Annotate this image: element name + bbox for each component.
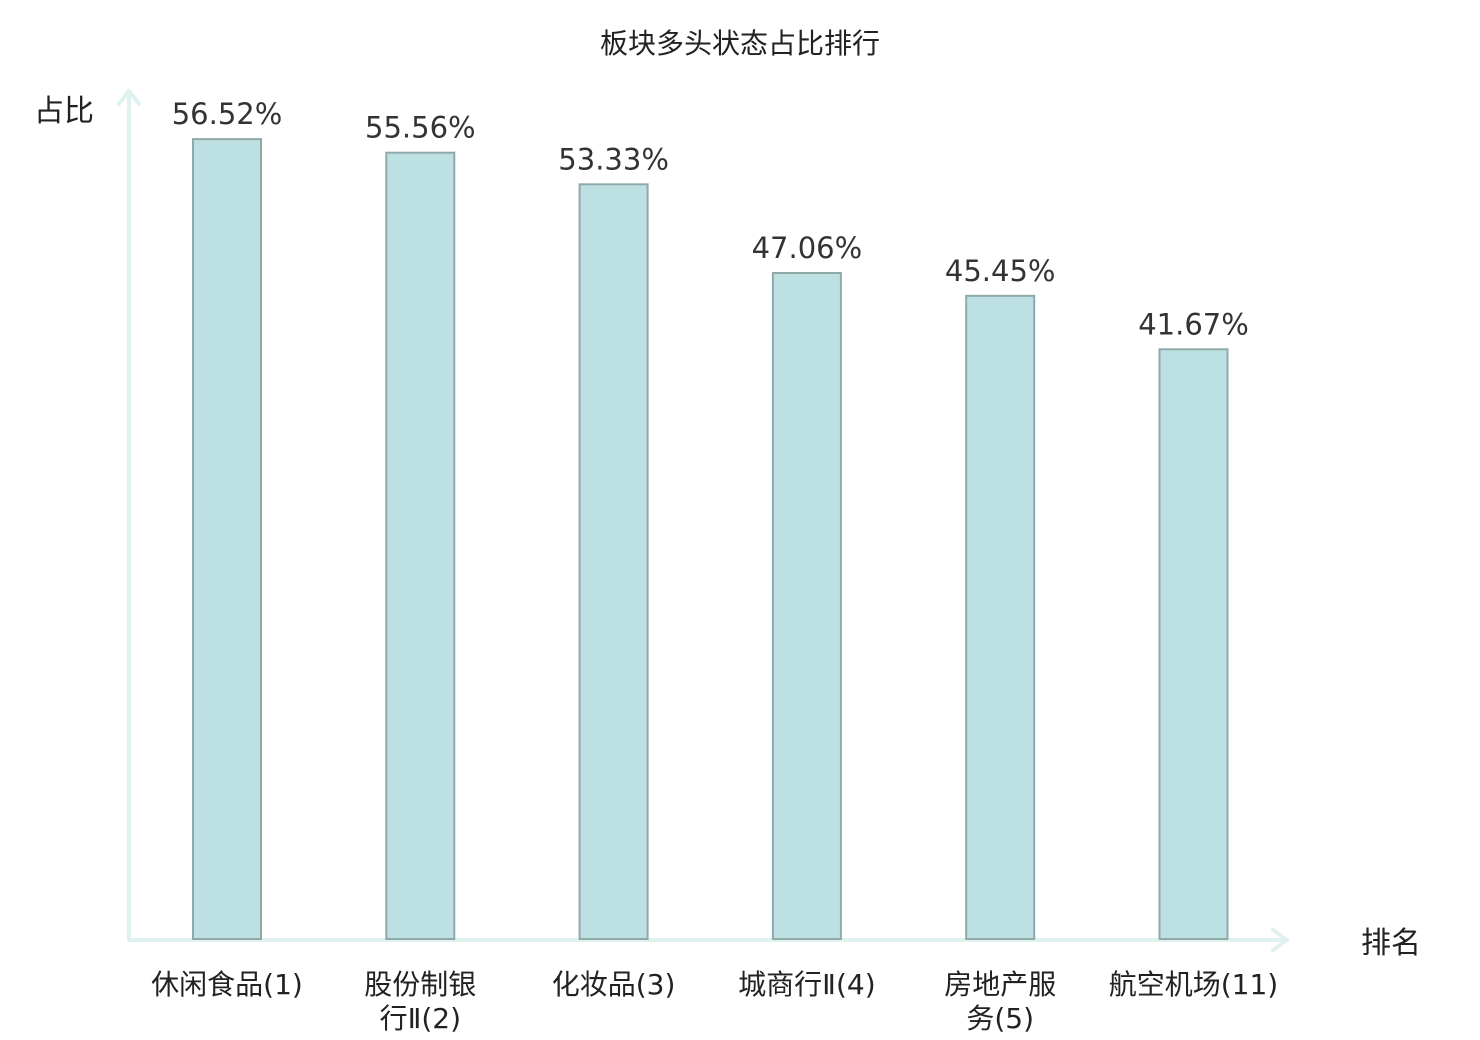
- x-tick-label: 化妆品(3): [552, 968, 676, 1001]
- data-label: 45.45%: [945, 254, 1056, 288]
- x-tick-label: 房地产服: [944, 968, 1056, 1001]
- x-tick-label: 休闲食品(1): [151, 968, 303, 1001]
- bar: [965, 294, 1036, 940]
- x-tick-label: 务(5): [966, 1002, 1034, 1035]
- x-tick-label: 行Ⅱ(2): [380, 1002, 461, 1035]
- x-tick-label: 城商行Ⅱ(4): [738, 968, 875, 1001]
- bar: [385, 151, 456, 940]
- x-axis-label: 排名: [1361, 926, 1421, 961]
- data-label: 56.52%: [172, 97, 283, 131]
- axes: [117, 89, 1289, 952]
- data-label: 41.67%: [1138, 307, 1249, 341]
- bar: [578, 183, 649, 941]
- value-labels: 56.52% 55.56% 53.33% 47.06% 45.45% 41.67%: [172, 97, 1249, 341]
- x-axis-arrow: [1271, 928, 1289, 952]
- chart-title: 板块多头状态占比排行: [600, 27, 880, 60]
- bars: [192, 138, 1229, 941]
- x-tick-label: 航空机场(11): [1109, 968, 1278, 1001]
- data-label: 53.33%: [558, 142, 669, 176]
- data-label: 55.56%: [365, 111, 476, 145]
- bar: [1158, 348, 1229, 940]
- y-axis-label: 占比: [34, 94, 94, 129]
- data-label: 47.06%: [752, 231, 863, 265]
- x-tick-label: 股份制银: [364, 968, 476, 1001]
- bar: [771, 272, 842, 940]
- bar: [192, 138, 262, 941]
